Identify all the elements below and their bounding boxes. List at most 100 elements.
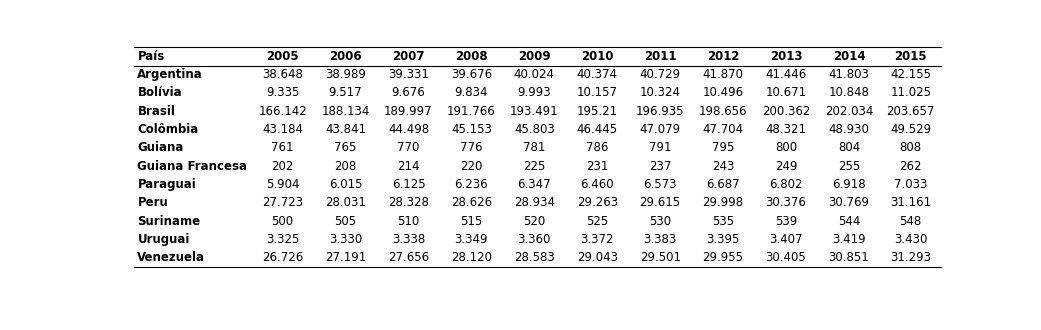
Text: 30.376: 30.376	[765, 196, 807, 209]
Text: 30.769: 30.769	[829, 196, 869, 209]
Text: 6.236: 6.236	[455, 178, 488, 191]
Text: 548: 548	[899, 214, 921, 227]
Text: 3.430: 3.430	[894, 233, 928, 246]
Text: País: País	[137, 50, 164, 63]
Text: 761: 761	[272, 141, 294, 154]
Text: 195.21: 195.21	[577, 105, 617, 118]
Text: 202: 202	[272, 160, 294, 173]
Text: 2005: 2005	[266, 50, 299, 63]
Text: 6.687: 6.687	[706, 178, 740, 191]
Text: 10.848: 10.848	[829, 86, 869, 99]
Text: Uruguai: Uruguai	[137, 233, 189, 246]
Text: 40.729: 40.729	[639, 68, 681, 81]
Text: Bolívia: Bolívia	[137, 86, 182, 99]
Text: 41.803: 41.803	[829, 68, 869, 81]
Text: 500: 500	[272, 214, 294, 227]
Text: 231: 231	[586, 160, 608, 173]
Text: 243: 243	[712, 160, 734, 173]
Text: 214: 214	[398, 160, 420, 173]
Text: Guiana: Guiana	[137, 141, 184, 154]
Text: 800: 800	[775, 141, 797, 154]
Text: Peru: Peru	[137, 196, 169, 209]
Text: 5.904: 5.904	[265, 178, 300, 191]
Text: 786: 786	[586, 141, 608, 154]
Text: Argentina: Argentina	[137, 68, 203, 81]
Text: Venezuela: Venezuela	[137, 251, 205, 264]
Text: 48.930: 48.930	[829, 123, 869, 136]
Text: 10.324: 10.324	[639, 86, 681, 99]
Text: 6.015: 6.015	[329, 178, 362, 191]
Text: 2009: 2009	[518, 50, 551, 63]
Text: 202.034: 202.034	[824, 105, 873, 118]
Text: 27.656: 27.656	[388, 251, 429, 264]
Text: 3.338: 3.338	[391, 233, 425, 246]
Text: 3.419: 3.419	[832, 233, 866, 246]
Text: 203.657: 203.657	[887, 105, 935, 118]
Text: 6.918: 6.918	[832, 178, 866, 191]
Text: 255: 255	[838, 160, 860, 173]
Text: 44.498: 44.498	[388, 123, 429, 136]
Text: 3.383: 3.383	[643, 233, 677, 246]
Text: Colômbia: Colômbia	[137, 123, 199, 136]
Text: 781: 781	[524, 141, 545, 154]
Text: Paraguai: Paraguai	[137, 178, 196, 191]
Text: 27.191: 27.191	[325, 251, 366, 264]
Text: 41.870: 41.870	[703, 68, 743, 81]
Text: 29.615: 29.615	[639, 196, 681, 209]
Text: 47.704: 47.704	[703, 123, 743, 136]
Text: 38.989: 38.989	[325, 68, 366, 81]
Text: 189.997: 189.997	[384, 105, 433, 118]
Text: 43.184: 43.184	[262, 123, 303, 136]
Text: 39.676: 39.676	[451, 68, 492, 81]
Text: 7.033: 7.033	[894, 178, 928, 191]
Text: 544: 544	[838, 214, 860, 227]
Text: 9.676: 9.676	[391, 86, 426, 99]
Text: 191.766: 191.766	[447, 105, 496, 118]
Text: 770: 770	[398, 141, 420, 154]
Text: 193.491: 193.491	[510, 105, 559, 118]
Text: 28.120: 28.120	[451, 251, 492, 264]
Text: 45.803: 45.803	[514, 123, 555, 136]
Text: 28.934: 28.934	[514, 196, 555, 209]
Text: 46.445: 46.445	[577, 123, 617, 136]
Text: 28.583: 28.583	[514, 251, 555, 264]
Text: 41.446: 41.446	[765, 68, 807, 81]
Text: 49.529: 49.529	[890, 123, 932, 136]
Text: 198.656: 198.656	[699, 105, 747, 118]
Text: 28.031: 28.031	[325, 196, 366, 209]
Text: 31.293: 31.293	[890, 251, 932, 264]
Text: 220: 220	[460, 160, 483, 173]
Text: 11.025: 11.025	[890, 86, 932, 99]
Text: 3.325: 3.325	[265, 233, 300, 246]
Text: 808: 808	[899, 141, 921, 154]
Text: 2014: 2014	[833, 50, 865, 63]
Text: 28.328: 28.328	[388, 196, 429, 209]
Text: 166.142: 166.142	[258, 105, 307, 118]
Text: 40.374: 40.374	[577, 68, 617, 81]
Text: 196.935: 196.935	[636, 105, 684, 118]
Text: 6.573: 6.573	[643, 178, 677, 191]
Text: 29.043: 29.043	[577, 251, 617, 264]
Text: 6.802: 6.802	[769, 178, 803, 191]
Text: 43.841: 43.841	[325, 123, 366, 136]
Text: 249: 249	[775, 160, 797, 173]
Text: Brasil: Brasil	[137, 105, 175, 118]
Text: 30.405: 30.405	[766, 251, 807, 264]
Text: 2012: 2012	[707, 50, 739, 63]
Text: 10.671: 10.671	[765, 86, 807, 99]
Text: 3.349: 3.349	[455, 233, 488, 246]
Text: 40.024: 40.024	[514, 68, 555, 81]
Text: 791: 791	[649, 141, 671, 154]
Text: 42.155: 42.155	[890, 68, 932, 81]
Text: 6.347: 6.347	[517, 178, 551, 191]
Text: 525: 525	[586, 214, 608, 227]
Text: 208: 208	[334, 160, 357, 173]
Text: 262: 262	[899, 160, 922, 173]
Text: 3.330: 3.330	[329, 233, 362, 246]
Text: 38.648: 38.648	[262, 68, 303, 81]
Text: 10.157: 10.157	[577, 86, 617, 99]
Text: 530: 530	[650, 214, 671, 227]
Text: 47.079: 47.079	[639, 123, 681, 136]
Text: 2015: 2015	[894, 50, 926, 63]
Text: 48.321: 48.321	[765, 123, 807, 136]
